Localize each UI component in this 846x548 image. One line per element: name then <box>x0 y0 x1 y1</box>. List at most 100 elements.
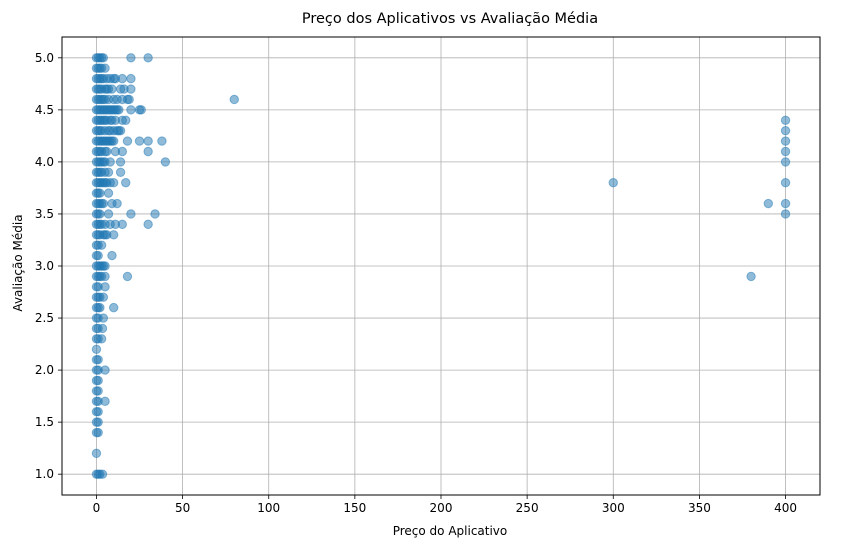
scatter-point <box>780 136 791 146</box>
scatter-point <box>108 178 119 188</box>
plot-frame <box>61 36 821 496</box>
scatter-point <box>100 261 110 271</box>
scatter-point <box>103 167 114 178</box>
scatter-point <box>157 136 167 146</box>
scatter-point <box>150 209 160 219</box>
scatter-point <box>108 136 119 146</box>
scatter-point <box>98 53 109 63</box>
y-tick-label: 2.5 <box>35 311 54 325</box>
scatter-point <box>126 209 136 219</box>
x-tick-label: 0 <box>93 501 101 515</box>
scatter-point <box>97 469 108 479</box>
scatter-point <box>114 105 124 115</box>
x-tick-label: 300 <box>602 501 625 515</box>
scatter-point <box>95 188 105 198</box>
scatter-point <box>100 282 110 292</box>
scatter-point <box>93 427 103 438</box>
scatter-points <box>91 53 791 479</box>
scatter-point <box>91 448 102 459</box>
scatter-point <box>780 178 791 188</box>
scatter-point <box>126 105 136 115</box>
scatter-point <box>780 115 791 125</box>
scatter-point <box>115 167 126 178</box>
scatter-point <box>122 271 133 282</box>
scatter-point <box>143 219 153 230</box>
y-axis: 1.0 1.5 2.0 2.5 3.0 3.5 4.0 4.5 5.0 <box>35 51 62 481</box>
y-tick-label: 4.0 <box>35 155 54 169</box>
y-axis-label: Avaliação Média <box>11 214 25 311</box>
scatter-point <box>96 240 107 250</box>
x-tick-label: 250 <box>516 501 539 515</box>
scatter-point <box>126 73 136 84</box>
scatter-point <box>112 198 122 209</box>
scatter-point <box>95 302 105 313</box>
grid <box>62 37 820 495</box>
scatter-point <box>98 313 109 323</box>
scatter-point <box>98 292 109 302</box>
x-axis: 0 50 100 150 200 250 300 350 400 <box>93 495 797 515</box>
y-tick-label: 3.5 <box>35 207 54 221</box>
scatter-point <box>93 354 103 365</box>
scatter-point <box>100 365 110 375</box>
y-tick-label: 1.0 <box>35 467 54 481</box>
scatter-point <box>121 178 131 188</box>
scatter-point <box>95 209 105 219</box>
scatter-point <box>97 323 108 334</box>
y-tick-label: 1.5 <box>35 415 54 429</box>
scatter-point <box>102 146 112 157</box>
scatter-point <box>115 125 126 136</box>
x-tick-label: 100 <box>257 501 280 515</box>
scatter-point <box>780 209 791 219</box>
y-tick-label: 2.0 <box>35 363 54 377</box>
scatter-point <box>98 198 109 209</box>
scatter-point <box>105 157 115 167</box>
scatter-point <box>780 125 791 136</box>
scatter-point <box>115 157 126 167</box>
scatter-point <box>780 157 791 167</box>
scatter-point <box>126 84 136 94</box>
scatter-point <box>93 375 103 386</box>
x-tick-label: 200 <box>430 501 453 515</box>
scatter-point <box>143 53 153 63</box>
x-axis-label: Preço do Aplicativo <box>393 524 508 538</box>
scatter-point <box>134 136 145 146</box>
scatter-point <box>117 219 127 230</box>
scatter-point <box>91 344 102 354</box>
y-tick-label: 4.5 <box>35 103 54 117</box>
scatter-point <box>160 157 171 167</box>
scatter-point <box>107 250 117 261</box>
scatter-point <box>117 146 127 157</box>
scatter-point <box>108 302 119 313</box>
scatter-point <box>100 271 110 282</box>
chart-title: Preço dos Aplicativos vs Avaliação Média <box>302 11 598 27</box>
x-tick-label: 400 <box>774 501 797 515</box>
y-tick-label: 5.0 <box>35 51 54 65</box>
scatter-point <box>780 146 791 157</box>
scatter-point <box>117 73 127 84</box>
scatter-point <box>121 115 131 125</box>
scatter-point <box>100 63 110 73</box>
scatter-point <box>100 396 110 407</box>
scatter-point <box>108 230 119 240</box>
scatter-point <box>143 136 153 146</box>
scatter-point <box>93 407 103 417</box>
x-tick-label: 350 <box>688 501 711 515</box>
scatter-point <box>93 386 103 396</box>
scatter-point <box>780 198 791 209</box>
scatter-point <box>93 417 103 427</box>
scatter-point <box>93 250 103 261</box>
scatter-point <box>107 84 117 94</box>
scatter-point <box>746 271 756 282</box>
scatter-point <box>96 334 107 344</box>
scatter-point <box>103 188 114 198</box>
y-tick-label: 3.0 <box>35 259 54 273</box>
scatter-point <box>103 209 114 219</box>
scatter-point <box>124 94 134 105</box>
scatter-point <box>229 94 239 105</box>
scatter-point <box>608 178 618 188</box>
x-tick-label: 50 <box>175 501 190 515</box>
scatter-point <box>126 53 136 63</box>
scatter-point <box>122 136 133 146</box>
scatter-point <box>763 198 774 209</box>
